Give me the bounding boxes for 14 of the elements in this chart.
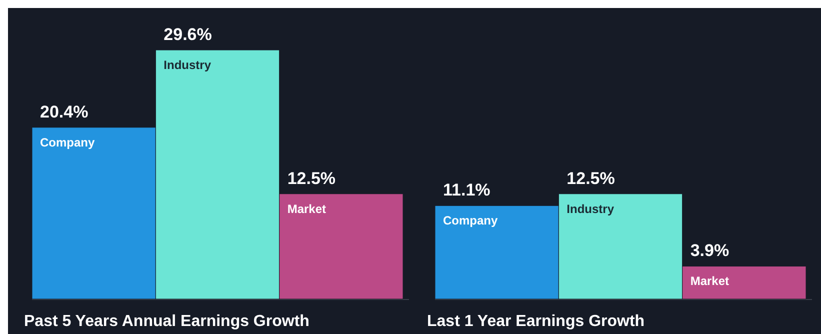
x-tick-label: Market — [690, 274, 730, 288]
data-label: 20.4% — [40, 102, 88, 122]
data-label: 11.1% — [443, 180, 490, 200]
x-tick-label: Industry — [164, 58, 212, 72]
x-tick-label: Market — [287, 202, 326, 216]
data-label: 12.5% — [566, 168, 615, 188]
x-axis-title: Past 5 Years Annual Earnings Growth — [24, 313, 310, 330]
data-label: 3.9% — [690, 241, 730, 260]
x-tick-label: Company — [443, 214, 498, 228]
x-axis-title: Last 1 Year Earnings Growth — [427, 313, 645, 330]
data-label: 12.5% — [287, 168, 336, 188]
x-tick-label: Industry — [566, 202, 614, 216]
data-label: 29.6% — [164, 25, 212, 44]
x-tick-label: Company — [40, 135, 95, 150]
